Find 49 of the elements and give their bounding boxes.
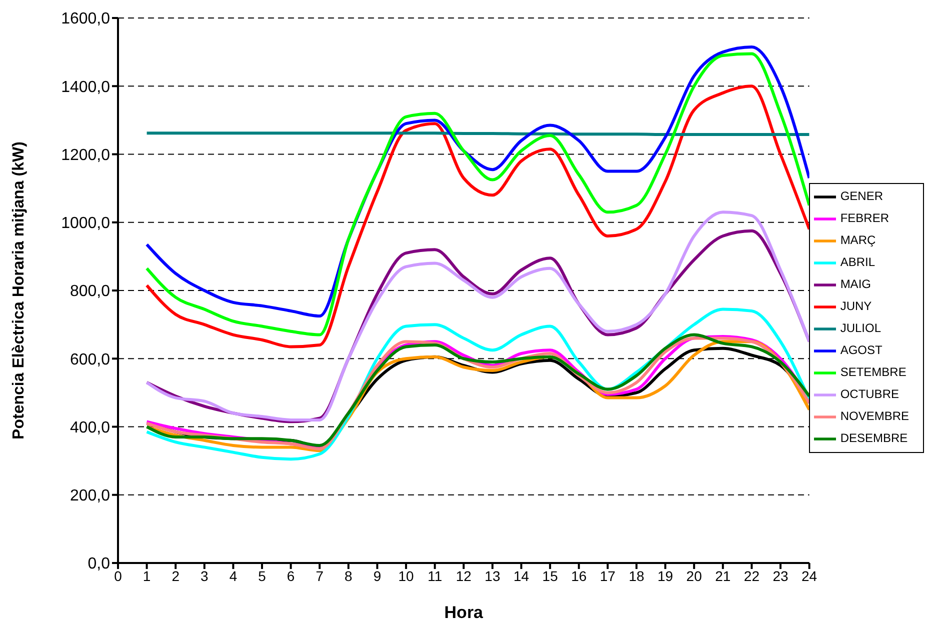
legend-label: NOVEMBRE [840,409,909,424]
x-tick-label: 3 [200,568,209,584]
x-tick-label: 15 [542,568,558,584]
legend-label: OCTUBRE [840,387,899,402]
y-tick-label: 1200,0 [61,146,110,164]
y-tick-label: 800,0 [70,283,110,300]
legend-label: GENER [840,189,883,204]
x-tick-label: 18 [628,568,644,584]
x-tick-label: 0 [114,568,122,584]
x-tick-label: 9 [373,568,382,584]
x-tick-label: 2 [172,568,180,584]
y-tick-label: 400,0 [70,419,110,436]
legend-label: SETEMBRE [840,365,906,380]
line-series [145,84,810,348]
x-tick-label: 21 [715,568,731,584]
x-tick-label: 14 [513,568,530,584]
y-axis-title: Potencia Elèctrica Horaria mitjana (kW) [10,142,28,440]
x-tick-label: 24 [802,568,818,584]
x-tick-label: 11 [428,568,442,584]
x-tick-label: 8 [344,568,353,584]
y-tick-label: 1000,0 [61,215,110,232]
x-tick-label: 5 [258,568,266,584]
x-tick-label: 17 [600,568,616,584]
x-tick-label: 12 [456,568,472,584]
y-tick-label: 1400,0 [61,78,110,96]
y-tick-label: 200,0 [70,488,110,505]
legend-label: ABRIL [840,255,875,270]
x-tick-label: 13 [484,568,500,584]
x-tick-label: 22 [744,568,760,584]
y-tick-label: 0,0 [88,556,110,573]
x-tick-label: 20 [686,568,702,584]
x-tick-label: 4 [229,568,238,584]
legend-label: FEBRER [840,211,889,226]
legend-label: DESEMBRE [840,431,908,446]
x-tick-label: 23 [772,568,789,584]
x-tick-label: 19 [658,568,674,584]
x-tick-label: 1 [142,568,151,584]
x-tick-label: 10 [398,568,414,584]
y-tick-label: 600,0 [70,351,110,368]
x-tick-label: 6 [286,568,295,584]
x-tick-label: 16 [571,568,587,584]
legend-label: AGOST [840,343,882,358]
legend-label: JUNY [840,299,872,314]
x-axis-title: Hora [444,603,484,622]
legend-label: MARÇ [840,233,876,248]
legend-label: MAIG [840,277,871,292]
legend-label: JULIOL [840,321,881,336]
x-tick-label: 7 [316,568,324,584]
y-tick-label: 1600,0 [61,10,110,28]
